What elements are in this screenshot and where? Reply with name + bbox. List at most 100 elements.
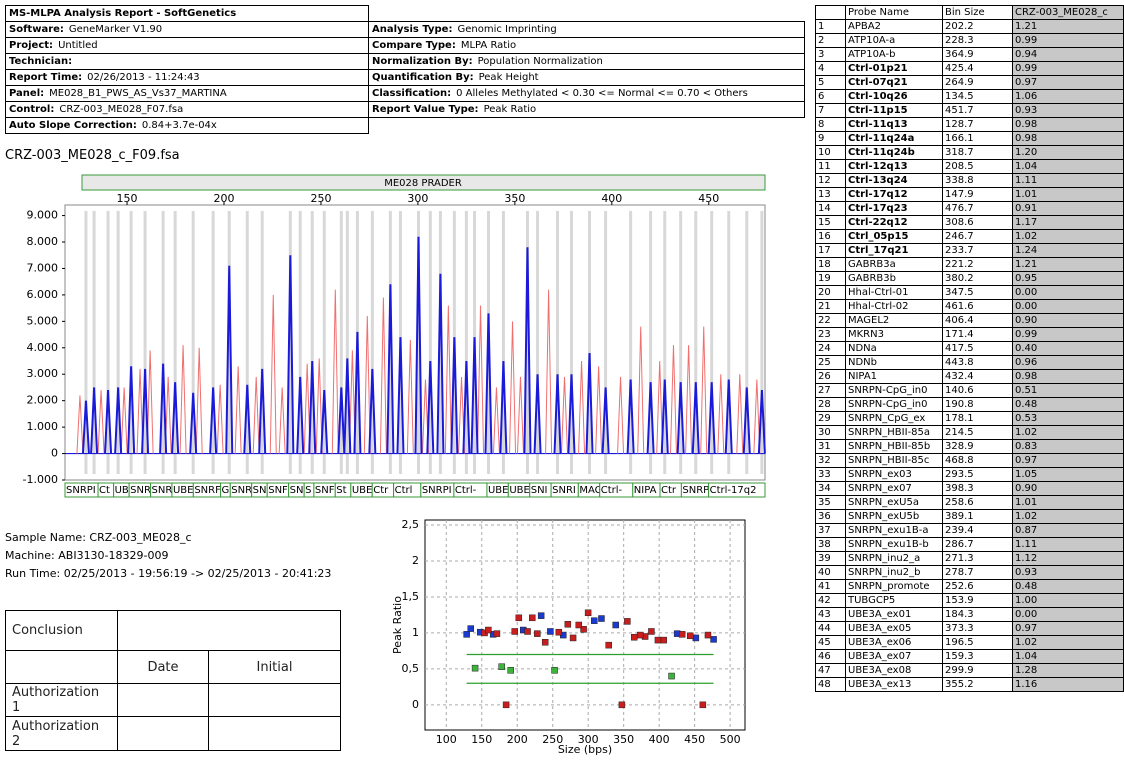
- row: 11 Ctrl-12q13 208.5 1.04: [815, 159, 1124, 174]
- row: Software: GeneMarker V1.90 Analysis Type: G…: [5, 21, 805, 38]
- ratio-point: [463, 631, 470, 638]
- cell: [369, 6, 805, 22]
- ratio: 0.99: [1012, 33, 1124, 48]
- peak: [676, 382, 685, 454]
- probe-name: SNRPN_promote: [845, 579, 943, 594]
- probe-label: UBE: [352, 485, 373, 496]
- row: 43 UBE3A_ex01 184.3 0.00: [815, 607, 1124, 622]
- probe-name: Ctrl-07q21: [845, 75, 943, 90]
- peak: [363, 316, 371, 454]
- row: Panel: ME028_B1_PWS_AS_Vs37_MARTINA Classi…: [5, 85, 805, 102]
- peak: [707, 382, 716, 454]
- row: 2 ATP10A-a 228.3 0.99: [815, 33, 1124, 48]
- probe-name: UBE3A_ex05: [845, 621, 943, 636]
- peak: [444, 305, 452, 454]
- bin-size: 239.4: [942, 523, 1013, 538]
- peak: [353, 331, 362, 454]
- ratio-point: [485, 626, 492, 634]
- probe-name: SNRPN_ex07: [845, 481, 943, 496]
- bin-size: 425.4: [942, 61, 1013, 76]
- probe-name: Ctrl_05p15: [845, 229, 943, 244]
- column-header: Probe Name: [845, 5, 943, 20]
- column-header: Bin Size: [942, 5, 1013, 20]
- peak: [567, 374, 576, 454]
- ratio: 0.98: [1012, 117, 1124, 132]
- peak: [724, 379, 733, 454]
- ratio: 0.91: [1012, 201, 1124, 216]
- bin-size: 380.2: [942, 271, 1013, 286]
- row-number: 3: [815, 47, 846, 62]
- ratio-point: [618, 701, 626, 709]
- row-number: 1: [815, 19, 846, 34]
- peak: [90, 387, 99, 454]
- peak: [406, 339, 414, 454]
- row: 17 Ctrl_17q21 233.7 1.24: [815, 243, 1124, 258]
- ratio: 1.06: [1012, 89, 1124, 104]
- bin-size: 451.7: [942, 103, 1013, 118]
- row: 13 Ctrl-17q12 147.9 1.01: [815, 187, 1124, 202]
- cell: Control: CRZ-003_ME028_F07.fsa: [5, 101, 369, 118]
- cell: [5, 650, 118, 684]
- peak: [337, 387, 346, 454]
- cell: [117, 683, 209, 717]
- ratio-point: [534, 630, 541, 637]
- y-tick-label: 3.000: [27, 367, 59, 380]
- probe-name: UBE3A_ex08: [845, 663, 943, 678]
- ratio: 0.98: [1012, 131, 1124, 146]
- sample-file: CRZ-003_ME028_c_F09.fsa: [5, 148, 180, 163]
- field-label: Report Time:: [9, 72, 83, 83]
- cell: [369, 118, 805, 134]
- cell: Technician:: [5, 53, 369, 70]
- bin-size: 178.1: [942, 411, 1013, 426]
- ratio: 0.99: [1012, 327, 1124, 342]
- bin-size: 286.7: [942, 537, 1013, 552]
- ratio-point: [636, 631, 644, 639]
- peak: [146, 350, 154, 454]
- row-number: 7: [815, 103, 846, 118]
- peak: [436, 273, 445, 454]
- cell: Conclusion: [5, 610, 118, 651]
- row: 15 Ctrl-22q12 308.6 1.17: [815, 215, 1124, 230]
- peak: [736, 374, 744, 454]
- ratio: 0.48: [1012, 579, 1124, 594]
- peak: [179, 345, 187, 454]
- peak: [669, 345, 677, 454]
- probe-label: SNRP: [682, 485, 709, 496]
- row: MS-MLPA Analysis Report - SoftGenetics: [5, 5, 805, 22]
- bin-size: 417.5: [942, 341, 1013, 356]
- ratio-point: [580, 626, 587, 633]
- row: 29 SNRPN_CpG_ex 178.1 0.53: [815, 411, 1124, 426]
- y-tick-label: -1.000: [23, 473, 58, 486]
- bin-size: 233.7: [942, 243, 1013, 258]
- probe-label: Ctrl-17q2: [710, 485, 757, 496]
- row-number: 34: [815, 481, 846, 496]
- cell: Compare Type: MLPA Ratio: [368, 37, 805, 54]
- bin-size: 461.6: [942, 299, 1013, 314]
- peak: [171, 382, 180, 454]
- row: 32 SNRPN_HBII-85c 468.8 0.97: [815, 453, 1124, 468]
- probe-name: SNRPN_HBII-85c: [845, 453, 943, 468]
- probe-name: APBA2: [845, 19, 943, 34]
- row-number: 8: [815, 117, 846, 132]
- ratio-point: [529, 614, 536, 622]
- row-number: 18: [815, 257, 846, 272]
- peak: [470, 337, 479, 454]
- bin-size: 347.5: [942, 285, 1013, 300]
- row-number: 5: [815, 75, 846, 90]
- row-number: 15: [815, 215, 846, 230]
- row: 14 Ctrl-17q23 476.7 0.91: [815, 201, 1124, 216]
- ratio-point: [551, 667, 558, 674]
- probe-label: SNRI: [552, 485, 576, 496]
- row-number: 24: [815, 341, 846, 356]
- peak: [533, 374, 542, 454]
- probe-label: G: [222, 485, 230, 496]
- row-number: 48: [815, 677, 846, 692]
- probe-name: MAGEL2: [845, 313, 943, 328]
- peak: [499, 360, 508, 454]
- probe-name: GABRB3a: [845, 257, 943, 272]
- probe-name: Ctrl-17q12: [845, 187, 943, 202]
- row-number: 47: [815, 663, 846, 678]
- peak: [450, 337, 459, 454]
